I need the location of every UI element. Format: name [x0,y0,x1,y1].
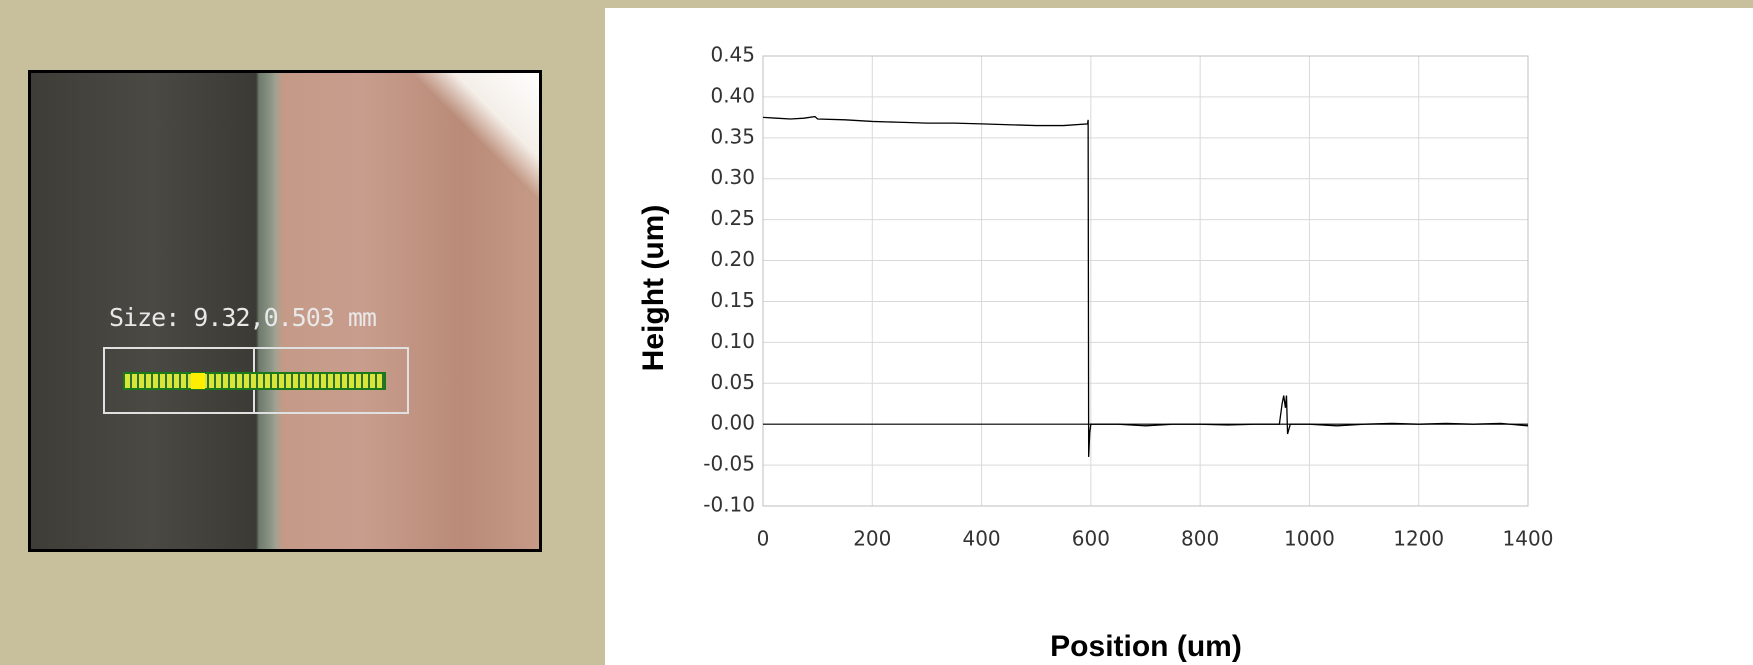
x-axis-title: Position (um) [1050,630,1242,663]
x-tick-label: 800 [1181,527,1219,551]
y-tick-label: 0.15 [710,288,755,312]
size-label: Size: 9.32,0.503 mm [109,303,377,332]
x-tick-label: 0 [757,527,770,551]
measure-bar [123,372,386,390]
y-tick-label: 0.25 [710,206,755,230]
measure-knob [191,373,205,389]
measure-box [103,347,409,414]
chart: Height (um) Position (um) -0.10 -0.05 0.00… [605,8,1753,665]
x-tick-label: 200 [853,527,891,551]
data-line [762,115,1529,457]
y-tick-label: -0.05 [703,452,755,476]
y-tick-label: 0.00 [710,411,755,435]
y-tick-label: 0.40 [710,83,755,107]
y-tick-label: 0.35 [710,124,755,148]
x-tick-label: 1200 [1393,527,1444,551]
x-tick-label: 1400 [1503,527,1554,551]
y-tick-label: 0.30 [710,165,755,189]
photo: Size: 9.32,0.503 mm [28,70,542,552]
y-tick-label: 0.10 [710,329,755,353]
y-tick-label: 0.20 [710,247,755,271]
plot-frame [762,55,1529,507]
y-tick-label: -0.10 [703,493,755,517]
x-tick-label: 600 [1072,527,1110,551]
y-tick-label: 0.45 [710,43,755,67]
y-tick-label: 0.05 [710,370,755,394]
y-axis-title: Height (um) [637,205,670,372]
chart-background [605,8,1753,665]
x-tick-label: 1000 [1284,527,1335,551]
x-tick-label: 400 [962,527,1000,551]
